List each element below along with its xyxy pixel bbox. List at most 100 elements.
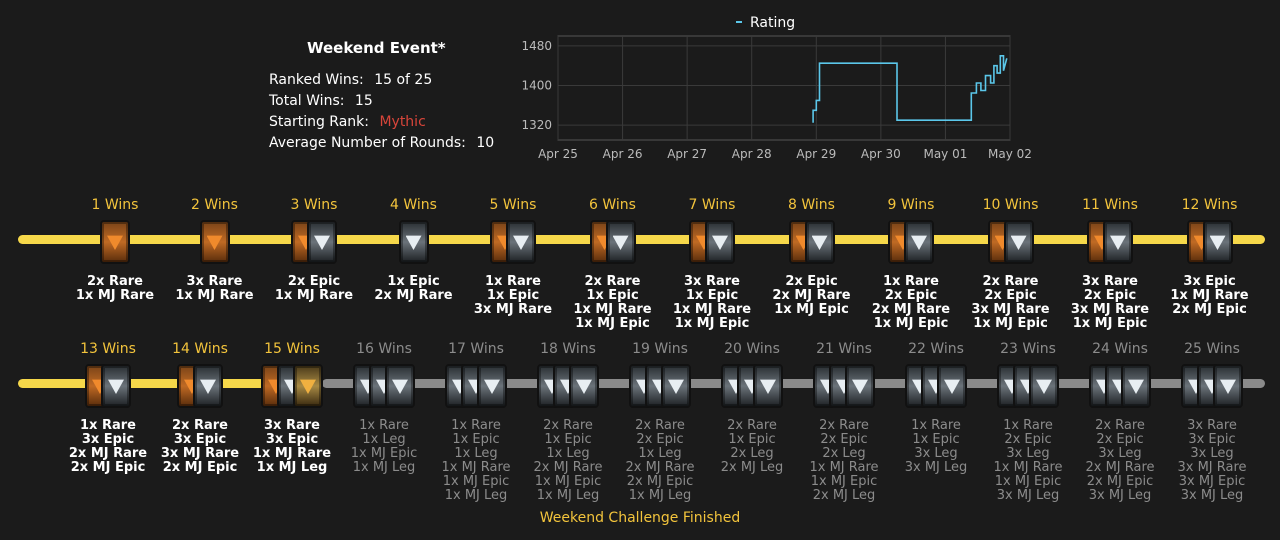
reward-item: 2x MJ Leg	[812, 488, 876, 503]
pack-stack	[334, 362, 434, 412]
reward-slot: 3 Wins 2x Epic 1x MJ Rare	[264, 196, 364, 303]
event-title: Weekend Event*	[307, 39, 446, 57]
epic-pack-icon	[569, 364, 599, 408]
wins-label: 16 Wins	[356, 341, 412, 357]
reward-item: 1x MJ Epic	[774, 302, 849, 317]
reward-slot: 19 Wins 2x Rare 2x Epic 1x Leg 2x MJ Rare 2x …	[610, 340, 710, 503]
reward-item: 1x MJ Leg	[628, 488, 692, 503]
reward-item: 2x Epic	[1004, 432, 1052, 447]
reward-item: 3x MJ Rare	[1070, 302, 1150, 317]
chevron-emblem-icon	[852, 379, 868, 394]
reward-slot: 15 Wins 3x Rare 3x Epic 1x MJ Rare 1x MJ Leg	[242, 340, 342, 475]
pack-stack	[58, 362, 158, 412]
reward-item: 2x Epic	[984, 288, 1037, 303]
pack-stack	[1070, 362, 1170, 412]
reward-list: 2x Rare 1x MJ Rare	[65, 275, 165, 303]
reward-item: 2x MJ Epic	[1172, 302, 1247, 317]
ranked-wins-label: Ranked Wins:	[269, 72, 364, 88]
x-tick-label: Apr 28	[732, 147, 772, 161]
reward-list: 3x Rare 3x Epic 1x MJ Rare 1x MJ Leg	[242, 419, 342, 475]
pack-stack	[1162, 362, 1262, 412]
reward-slot: 7 Wins 3x Rare 1x Epic 1x MJ Rare 1x MJ Epic	[662, 196, 762, 331]
wins-label: 23 Wins	[1000, 341, 1056, 357]
chevron-emblem-icon	[200, 379, 216, 394]
reward-item: 2x Epic	[1083, 288, 1137, 303]
pack-stack	[563, 218, 663, 268]
reward-item: 1x Epic	[912, 432, 960, 447]
x-tick-label: Apr 30	[861, 147, 901, 161]
reward-item: 1x MJ Rare	[441, 460, 511, 475]
chevron-emblem-icon	[108, 379, 124, 394]
reward-slot: 23 Wins 1x Rare 2x Epic 3x Leg 1x MJ Rare 1x …	[978, 340, 1078, 503]
reward-item: 1x Rare	[80, 418, 136, 433]
reward-item: 1x MJ Rare	[672, 302, 752, 317]
reward-item: 3x Leg	[914, 446, 958, 461]
reward-item: 1x MJ Epic	[442, 474, 510, 489]
chevron-emblem-icon	[944, 379, 960, 394]
progress-track-filled	[18, 235, 1265, 244]
reward-item: 1x MJ Rare	[252, 446, 332, 461]
pack-stack	[264, 218, 364, 268]
reward-item: 1x Rare	[1003, 418, 1053, 433]
reward-item: 1x Epic	[685, 288, 739, 303]
reward-item: 1x MJ Epic	[350, 446, 418, 461]
wins-label: 8 Wins	[788, 197, 835, 213]
reward-item: 2x MJ Rare	[772, 288, 851, 303]
reward-item: 3x Leg	[1006, 446, 1050, 461]
chevron-emblem-icon	[314, 235, 330, 250]
chevron-emblem-icon	[513, 235, 529, 250]
reward-slot: 12 Wins 3x Epic 1x MJ Rare 2x MJ Epic	[1160, 196, 1260, 317]
epic-pack-icon	[193, 364, 223, 408]
reward-item: 1x MJ Rare	[175, 288, 254, 303]
reward-item: 3x Leg	[1190, 446, 1234, 461]
reward-item: 3x MJ Epic	[1178, 474, 1246, 489]
reward-item: 2x MJ Epic	[70, 460, 146, 475]
reward-list: 2x Epic 2x MJ Rare 1x MJ Epic	[762, 275, 862, 317]
gold-pack-icon	[293, 364, 323, 408]
reward-list: 3x Rare 3x Epic 3x Leg 3x MJ Rare 3x MJ Epic…	[1162, 419, 1262, 503]
reward-item: 2x Epic	[785, 274, 838, 289]
reward-item: 3x Epic	[265, 432, 319, 447]
reward-item: 2x MJ Leg	[720, 460, 784, 475]
reward-item: 2x Epic	[287, 274, 341, 289]
reward-list: 2x Epic 1x MJ Rare	[264, 275, 364, 303]
pack-stack	[886, 362, 986, 412]
wins-label: 6 Wins	[589, 197, 636, 213]
reward-list: 1x Rare 1x Epic 3x Leg 3x MJ Leg	[886, 419, 986, 475]
avg-rounds-label: Average Number of Rounds:	[269, 135, 466, 151]
reward-item: 3x MJ Leg	[1180, 488, 1244, 503]
reward-slot: 18 Wins 2x Rare 1x Epic 1x Leg 2x MJ Rare 1x …	[518, 340, 618, 503]
reward-list: 1x Rare 2x Epic 2x MJ Rare 1x MJ Epic	[861, 275, 961, 331]
x-tick-label: Apr 27	[667, 147, 707, 161]
epic-pack-icon	[385, 364, 415, 408]
wins-label: 7 Wins	[688, 197, 736, 213]
starting-rank-row: Starting Rank: Mythic	[269, 112, 494, 133]
starting-rank-value: Mythic	[379, 114, 426, 130]
reward-item: 2x Rare	[635, 418, 685, 433]
progress-track-remaining	[322, 379, 1265, 388]
reward-item: 2x Rare	[87, 274, 143, 289]
wins-label: 14 Wins	[172, 341, 228, 357]
reward-item: 1x MJ Epic	[994, 474, 1062, 489]
reward-list: 2x Rare 1x Epic 1x Leg 2x MJ Rare 1x MJ Epic…	[518, 419, 618, 503]
chevron-emblem-icon	[760, 379, 776, 394]
pack-stack	[364, 218, 464, 268]
reward-item: 1x MJ Rare	[75, 288, 155, 303]
epic-pack-icon	[1103, 220, 1133, 264]
x-tick-label: Apr 25	[538, 147, 578, 161]
reward-item: 2x Epic	[820, 432, 868, 447]
pack-stack	[762, 218, 862, 268]
wins-label: 10 Wins	[982, 197, 1039, 213]
ranked-wins-row: Ranked Wins: 15 of 25	[269, 70, 494, 91]
reward-item: 1x MJ Rare	[573, 302, 652, 317]
reward-item: 2x MJ Epic	[1086, 474, 1154, 489]
wins-label: 18 Wins	[540, 341, 596, 357]
chevron-emblem-icon	[1209, 235, 1226, 250]
reward-list: 2x Rare 3x Epic 3x MJ Rare 2x MJ Epic	[150, 419, 250, 475]
reward-item: 1x MJ Rare	[274, 288, 354, 303]
reward-list: 2x Rare 2x Epic 3x MJ Rare 1x MJ Epic	[961, 275, 1061, 331]
epic-pack-icon	[753, 364, 783, 408]
epic-pack-icon	[937, 364, 967, 408]
reward-item: 1x MJ Epic	[575, 316, 650, 331]
reward-slot: 4 Wins 1x Epic 2x MJ Rare	[364, 196, 464, 303]
